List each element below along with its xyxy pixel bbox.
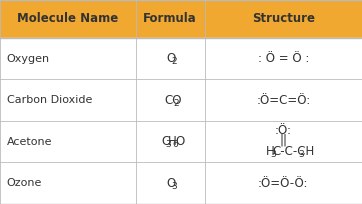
Text: H: H — [266, 145, 275, 158]
Text: :Ö=Ö-Ö:: :Ö=Ö-Ö: — [258, 177, 308, 190]
Text: ||: || — [279, 134, 287, 147]
Text: C: C — [161, 135, 169, 148]
Text: Oxygen: Oxygen — [7, 53, 50, 63]
Text: : Ö = Ö :: : Ö = Ö : — [258, 52, 309, 65]
Bar — [0, 162, 362, 204]
Text: :Ö:: :Ö: — [275, 123, 292, 136]
Text: Molecule Name: Molecule Name — [17, 12, 118, 25]
Text: Acetone: Acetone — [7, 137, 52, 147]
Text: 3: 3 — [270, 150, 276, 159]
Text: 3: 3 — [298, 150, 304, 159]
Text: Structure: Structure — [252, 12, 315, 25]
Text: :Ö=C=Ö:: :Ö=C=Ö: — [256, 94, 310, 106]
Bar — [0, 0, 362, 38]
Text: O: O — [167, 177, 176, 190]
Text: 6: 6 — [172, 140, 178, 149]
Text: 3: 3 — [171, 182, 177, 191]
Text: C-C-CH: C-C-CH — [273, 145, 315, 158]
Text: 2: 2 — [171, 57, 177, 66]
Text: 2: 2 — [173, 99, 178, 108]
Text: Formula: Formula — [143, 12, 197, 25]
Bar — [0, 79, 362, 121]
Text: O: O — [167, 52, 176, 65]
Bar — [0, 121, 362, 162]
Text: Ozone: Ozone — [7, 178, 42, 188]
Text: O: O — [175, 135, 184, 148]
Text: CO: CO — [165, 94, 182, 106]
Bar — [0, 38, 362, 79]
Text: 3: 3 — [165, 140, 171, 149]
Text: H: H — [168, 135, 177, 148]
Text: Carbon Dioxide: Carbon Dioxide — [7, 95, 92, 105]
